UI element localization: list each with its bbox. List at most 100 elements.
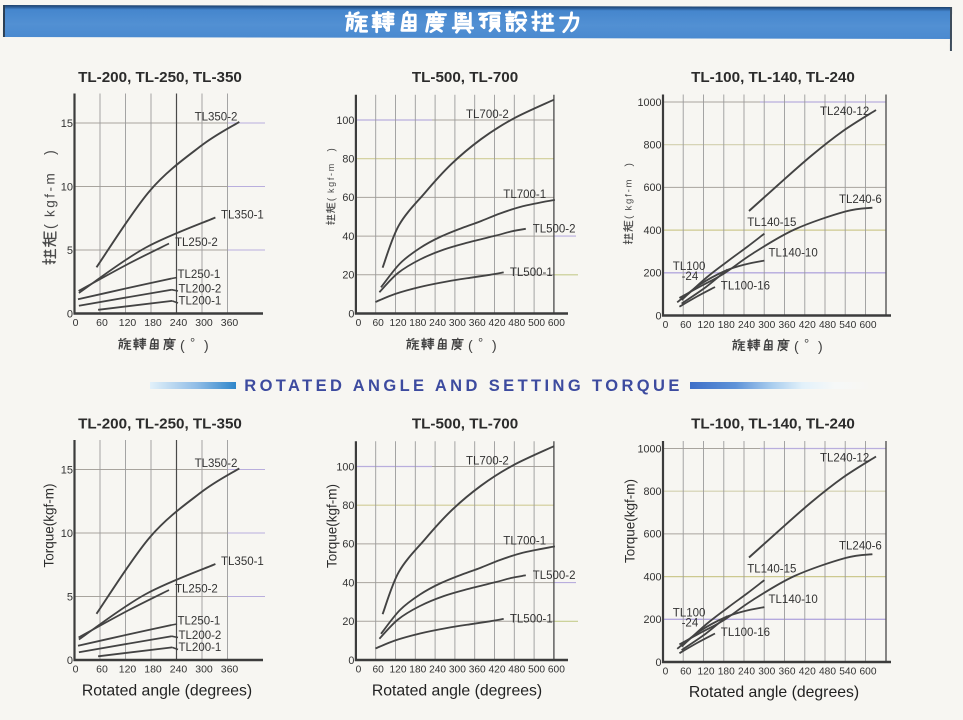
svg-text:TL250-2: TL250-2 (175, 237, 218, 249)
svg-text:120: 120 (698, 667, 715, 678)
svg-text:480: 480 (819, 320, 836, 331)
svg-text:180: 180 (409, 318, 426, 329)
svg-text:300: 300 (758, 320, 775, 331)
svg-text:TL200-1: TL200-1 (179, 295, 222, 307)
svg-text:120: 120 (119, 664, 137, 676)
svg-text:TL240-12: TL240-12 (820, 453, 869, 465)
svg-text:0: 0 (655, 310, 661, 322)
svg-text:600: 600 (860, 667, 877, 678)
svg-text:(: ( (326, 197, 337, 201)
svg-text:60: 60 (96, 317, 108, 329)
svg-text:420: 420 (799, 320, 816, 331)
svg-text:360: 360 (221, 317, 239, 329)
svg-text:100: 100 (336, 115, 354, 127)
svg-text:180: 180 (718, 320, 735, 331)
svg-text:0: 0 (67, 308, 73, 320)
svg-text:300: 300 (195, 317, 213, 329)
svg-text:360: 360 (779, 667, 796, 678)
svg-text:420: 420 (489, 665, 506, 676)
svg-text:180: 180 (144, 664, 162, 676)
svg-text:600: 600 (548, 318, 565, 329)
svg-text:120: 120 (119, 317, 137, 329)
svg-text:540: 540 (839, 320, 856, 331)
svg-text:400: 400 (643, 225, 661, 237)
svg-text:): ) (204, 337, 209, 353)
svg-text:kgf-m: kgf-m (624, 178, 635, 211)
svg-text:TL240-6: TL240-6 (839, 194, 882, 206)
svg-text:300: 300 (449, 318, 466, 329)
svg-text:240: 240 (738, 667, 755, 678)
svg-text:°: ° (478, 335, 483, 350)
svg-text:TL350-1: TL350-1 (221, 210, 264, 222)
svg-text:0: 0 (73, 317, 79, 329)
svg-text:60: 60 (373, 665, 385, 676)
svg-text:300: 300 (758, 667, 775, 678)
svg-text:TL700-1: TL700-1 (503, 189, 546, 201)
svg-text:0: 0 (73, 664, 79, 676)
svg-text:40: 40 (342, 577, 354, 589)
svg-text:0: 0 (348, 308, 354, 320)
svg-text:TL350-2: TL350-2 (195, 112, 238, 124)
svg-text:TL140-10: TL140-10 (769, 248, 818, 260)
svg-text:): ) (43, 150, 59, 155)
svg-text:180: 180 (718, 667, 735, 678)
svg-text:TL200-1: TL200-1 (179, 642, 222, 654)
svg-text:): ) (326, 148, 337, 151)
svg-text:TL100: TL100 (673, 608, 706, 620)
svg-text:): ) (818, 338, 823, 354)
svg-text:kgf-m: kgf-m (326, 162, 336, 193)
svg-text:0: 0 (663, 320, 669, 331)
svg-text:60: 60 (342, 192, 354, 204)
svg-text:120: 120 (390, 665, 407, 676)
svg-text:100: 100 (336, 461, 354, 473)
svg-text:80: 80 (342, 500, 354, 512)
svg-text:TL140-15: TL140-15 (747, 564, 796, 576)
svg-text:60: 60 (342, 539, 354, 551)
svg-text:TL-500, TL-700: TL-500, TL-700 (412, 69, 518, 86)
svg-text:): ) (492, 337, 497, 353)
svg-text:TL100-16: TL100-16 (721, 627, 770, 639)
svg-text:TL-100, TL-140, TL-240: TL-100, TL-140, TL-240 (691, 416, 855, 433)
svg-text:Rotated angle (degrees): Rotated angle (degrees) (82, 683, 252, 700)
svg-text:360: 360 (469, 318, 486, 329)
svg-text:TL500-1: TL500-1 (510, 267, 553, 279)
svg-text:TL500-2: TL500-2 (533, 570, 576, 582)
svg-text:500: 500 (528, 318, 545, 329)
svg-text:Rotated angle (degrees): Rotated angle (degrees) (372, 683, 542, 700)
svg-text:TL250-1: TL250-1 (178, 269, 221, 281)
svg-text:(: ( (43, 224, 59, 229)
svg-text:-24: -24 (682, 617, 699, 629)
svg-text:(: ( (180, 337, 185, 353)
svg-text:TL240-6: TL240-6 (839, 541, 882, 553)
svg-text:Torque(kgf-m): Torque(kgf-m) (325, 484, 340, 568)
svg-text:TL500-1: TL500-1 (510, 614, 553, 626)
svg-text:Rotated angle (degrees): Rotated angle (degrees) (689, 684, 859, 701)
svg-text:480: 480 (819, 667, 836, 678)
svg-text:60: 60 (680, 320, 692, 331)
svg-text:120: 120 (698, 320, 715, 331)
svg-text:0: 0 (348, 655, 354, 667)
svg-text:120: 120 (390, 318, 407, 329)
svg-text:TL500-2: TL500-2 (533, 224, 576, 236)
svg-text:TL140-15: TL140-15 (747, 217, 796, 229)
svg-text:TL350-1: TL350-1 (221, 556, 264, 568)
svg-text:800: 800 (643, 486, 661, 498)
svg-text:40: 40 (342, 231, 354, 243)
svg-text:TL240-12: TL240-12 (820, 106, 869, 118)
svg-text:240: 240 (738, 320, 755, 331)
svg-text:600: 600 (860, 320, 877, 331)
svg-text:-24: -24 (682, 271, 699, 283)
svg-text:60: 60 (680, 667, 692, 678)
svg-text:TL700-1: TL700-1 (503, 535, 546, 547)
svg-text:180: 180 (144, 317, 162, 329)
svg-text:(: ( (794, 338, 799, 354)
svg-text:5: 5 (67, 245, 73, 257)
svg-text:500: 500 (528, 665, 545, 676)
svg-text:Torque(kgf-m): Torque(kgf-m) (42, 483, 57, 567)
svg-text:0: 0 (663, 667, 669, 678)
svg-text:TL-200, TL-250, TL-350: TL-200, TL-250, TL-350 (78, 416, 242, 433)
svg-text:TL200-2: TL200-2 (179, 283, 222, 295)
svg-text:1000: 1000 (637, 443, 661, 455)
svg-text:360: 360 (221, 664, 239, 676)
svg-text:TL100: TL100 (673, 261, 706, 273)
